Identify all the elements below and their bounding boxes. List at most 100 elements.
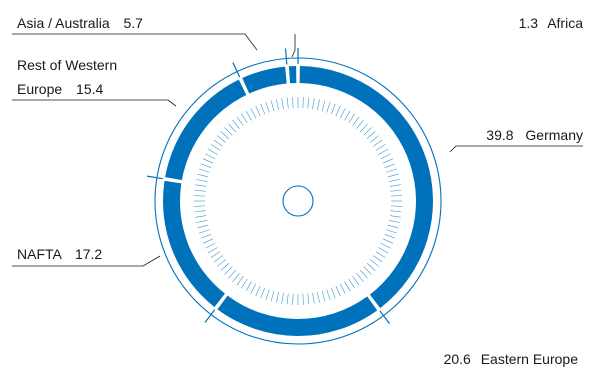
boundary-tick (146, 175, 163, 180)
fine-tick (250, 108, 257, 119)
fine-tick (196, 179, 208, 182)
fine-tick (326, 101, 331, 113)
fine-tick (196, 220, 208, 223)
fine-tick (194, 210, 206, 213)
fine-tick (382, 238, 394, 244)
label-germany-name: Germany (525, 127, 583, 143)
fine-tick (375, 251, 386, 258)
label-eastern-europe: 20.6 Eastern Europe (444, 351, 579, 367)
fine-tick (386, 229, 398, 234)
donut-segment-eastern-europe (217, 295, 378, 336)
label-eastern-name: Eastern Europe (481, 351, 578, 367)
fine-tick (331, 103, 336, 115)
fine-tick (200, 163, 212, 168)
leader-germany (449, 145, 583, 153)
fine-tick (386, 168, 398, 173)
fine-tick (198, 168, 210, 173)
label-africa: 1.3 Africa (519, 15, 584, 31)
fine-tick (245, 110, 252, 121)
fine-tick (373, 255, 383, 263)
fine-tick (389, 215, 401, 218)
fine-tick (378, 148, 389, 155)
fine-tick (356, 119, 364, 129)
fine-tick (380, 153, 391, 160)
fine-tick (236, 116, 244, 126)
fine-tick (366, 131, 376, 139)
fine-tick (245, 281, 252, 292)
label-rest-western-line1: Rest of Western (17, 57, 117, 73)
fine-tick (250, 283, 257, 294)
fine-tick (366, 263, 376, 271)
leader-nafta (12, 255, 161, 267)
fine-tick (276, 99, 279, 111)
fine-tick (382, 158, 394, 164)
leader-asia (12, 33, 258, 51)
fine-tick (205, 242, 216, 249)
fine-tick (232, 119, 240, 129)
fine-tick (373, 139, 383, 147)
label-germany-value: 39.8 (486, 127, 513, 143)
fine-tick (348, 113, 355, 124)
fine-tick (363, 127, 372, 136)
fine-tick (292, 293, 294, 305)
donut-segment-germany (299, 66, 433, 309)
fine-tick (302, 293, 304, 305)
fine-tick (265, 101, 270, 113)
fine-tick (213, 255, 223, 263)
fine-tick (384, 234, 396, 239)
boundary-tick (284, 48, 288, 65)
fine-tick (286, 293, 289, 305)
fine-tick (286, 97, 289, 109)
fine-tick (375, 144, 386, 151)
fine-tick (317, 99, 320, 111)
fine-tick (380, 242, 391, 249)
fine-tick (352, 116, 360, 126)
fine-tick (270, 100, 275, 112)
fine-tick (241, 113, 248, 124)
fine-tick (378, 247, 389, 254)
fine-tick (321, 290, 326, 302)
fine-tick (292, 97, 294, 109)
fine-tick (335, 285, 341, 297)
fine-tick (200, 234, 212, 239)
label-rest-western-value: 15.4 (76, 81, 103, 97)
fine-tick (356, 273, 364, 283)
fine-tick (228, 269, 236, 279)
fine-tick (339, 108, 346, 119)
fine-tick (388, 220, 400, 223)
label-asia-name: Asia / Australia (17, 15, 110, 31)
fine-tick (255, 285, 261, 297)
fine-tick (344, 110, 351, 121)
fine-tick (205, 153, 216, 160)
fine-tick (335, 105, 341, 117)
fine-tick (307, 97, 310, 109)
fine-tick (281, 98, 284, 110)
fine-tick (331, 287, 336, 299)
fine-tick (387, 173, 399, 178)
label-asia-value: 5.7 (124, 15, 144, 31)
leader-rest-western (12, 99, 177, 107)
fine-tick (370, 259, 380, 267)
fine-tick (389, 184, 401, 187)
label-germany: 39.8 Germany (486, 127, 583, 143)
label-nafta-value: 17.2 (75, 246, 102, 262)
label-nafta: NAFTA 17.2 (17, 246, 102, 262)
fine-tick (255, 105, 261, 117)
label-africa-value: 1.3 (519, 15, 539, 31)
fine-tick (207, 148, 218, 155)
fine-tick (384, 163, 396, 168)
center-circle (282, 185, 314, 217)
leader-africa (291, 34, 296, 58)
fine-tick (312, 292, 315, 304)
fine-tick (360, 269, 368, 279)
fine-tick (390, 205, 402, 207)
fine-tick (390, 195, 402, 197)
fine-tick (390, 210, 402, 213)
fine-tick (194, 205, 206, 207)
fine-tick (220, 263, 230, 271)
fine-tick (312, 98, 315, 110)
fine-tick (348, 278, 355, 289)
fine-tick (390, 189, 402, 192)
fine-tick (321, 100, 326, 112)
